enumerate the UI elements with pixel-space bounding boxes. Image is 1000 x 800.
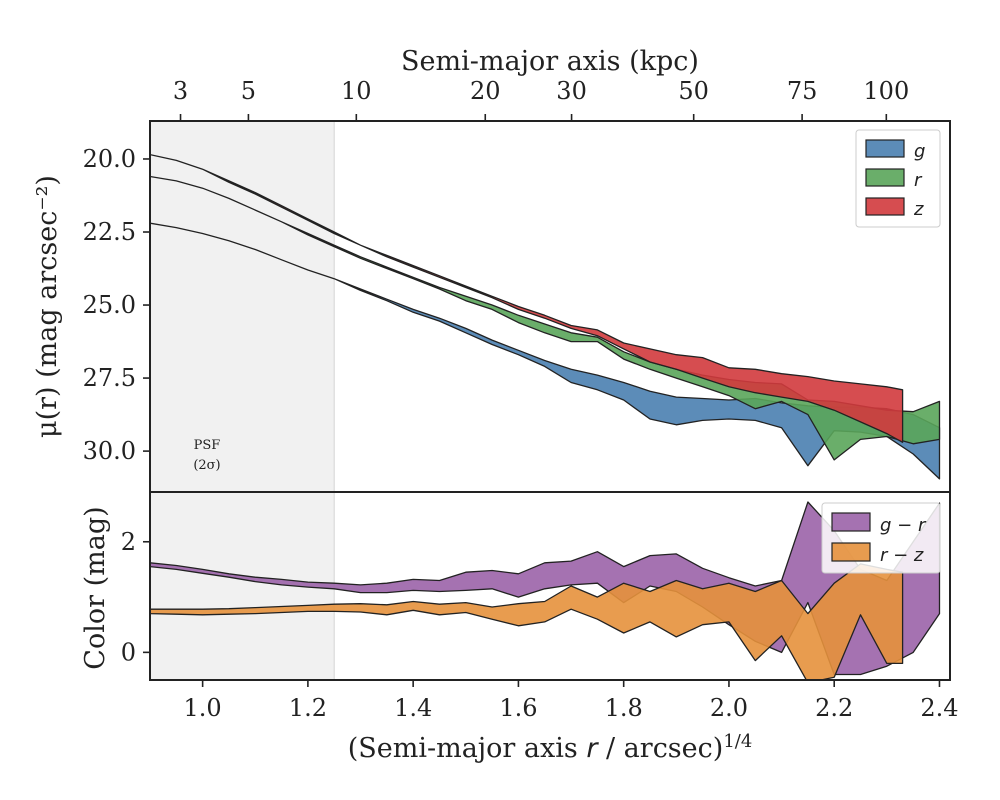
color-panel: 02 1.0 1.2 1.4 1.6 1.8 2.0 2.2 2.4 (Semi-major … (80, 491, 959, 765)
bottom-x-tick-label: 2.2 (815, 694, 853, 722)
top-legend: grz (855, 129, 941, 228)
sb-band-g (150, 222, 941, 480)
top-legend-swatch-r (865, 168, 905, 187)
top-y-tick-label: 27.5 (83, 364, 136, 392)
top-y-tick-label: 25.0 (83, 291, 136, 319)
top-legend-swatch-z (865, 197, 905, 216)
bottom-legend-label-rz: r − z (880, 545, 924, 566)
psf-shaded-region (149, 120, 335, 493)
bottom-x-ticks: 1.0 1.2 1.4 1.6 1.8 2.0 2.2 2.4 (184, 680, 959, 722)
bottom-x-tick-label: 1.8 (605, 694, 643, 722)
top-y-tick-label: 30.0 (83, 437, 136, 465)
top-legend-label-z: z (913, 199, 924, 220)
bottom-x-tick-label: 1.0 (184, 694, 222, 722)
top-x-axis-title: Semi-major axis (kpc) (401, 46, 699, 77)
top-x-tick-label: 75 (787, 77, 818, 105)
bottom-y-tick-label: 0 (121, 638, 136, 666)
top-x-tick-label: 100 (863, 77, 909, 105)
top-x-ticks-kpc: 3 5 10 20 30 50 75 100 (173, 77, 909, 121)
top-x-tick-label: 30 (556, 77, 587, 105)
color-bands (150, 501, 941, 680)
bottom-legend-label-gr: g − r (880, 515, 927, 536)
bottom-legend-swatch-gr (831, 512, 871, 532)
bottom-y-tick-label: 2 (121, 528, 136, 556)
top-x-tick-label: 3 (173, 77, 188, 105)
top-y-tick-label: 20.0 (83, 145, 136, 173)
bottom-x-tick-label: 1.2 (289, 694, 327, 722)
top-x-tick-label: 50 (678, 77, 709, 105)
top-legend-swatch-g (865, 139, 905, 158)
psf-annotation-line-1: PSF (194, 438, 221, 453)
bottom-y-axis-title: Color (mag) (80, 506, 111, 669)
bottom-legend: g − r r − z (821, 502, 941, 574)
bottom-x-tick-label: 1.6 (499, 694, 537, 722)
top-legend-label-g: g (914, 141, 925, 162)
top-y-tick-label: 22.5 (83, 218, 136, 246)
top-x-tick-label: 20 (470, 77, 501, 105)
bottom-x-axis-title: (Semi-major axis r / arcsec)1/4 (348, 731, 753, 765)
top-x-tick-label: 5 (241, 77, 256, 105)
top-x-tick-label: 10 (341, 77, 372, 105)
bottom-y-ticks: 02 (121, 528, 150, 666)
bottom-x-tick-label: 2.4 (920, 694, 958, 722)
bottom-panel-frame (149, 491, 951, 681)
color-band-rz (150, 563, 904, 680)
top-y-axis-title: μ(r) (mag arcsec⁻²) (32, 175, 63, 438)
bottom-x-tick-label: 2.0 (710, 694, 748, 722)
top-legend-label-r: r (914, 170, 923, 191)
bottom-x-tick-label: 1.4 (394, 694, 432, 722)
psf-annotation-line-2: (2σ) (193, 458, 220, 473)
bottom-legend-swatch-rz (831, 542, 871, 562)
top-y-ticks: 20.0 22.5 25.0 27.5 30.0 (83, 145, 150, 465)
sb-band-z (150, 153, 904, 443)
surface-brightness-bands (150, 153, 941, 480)
